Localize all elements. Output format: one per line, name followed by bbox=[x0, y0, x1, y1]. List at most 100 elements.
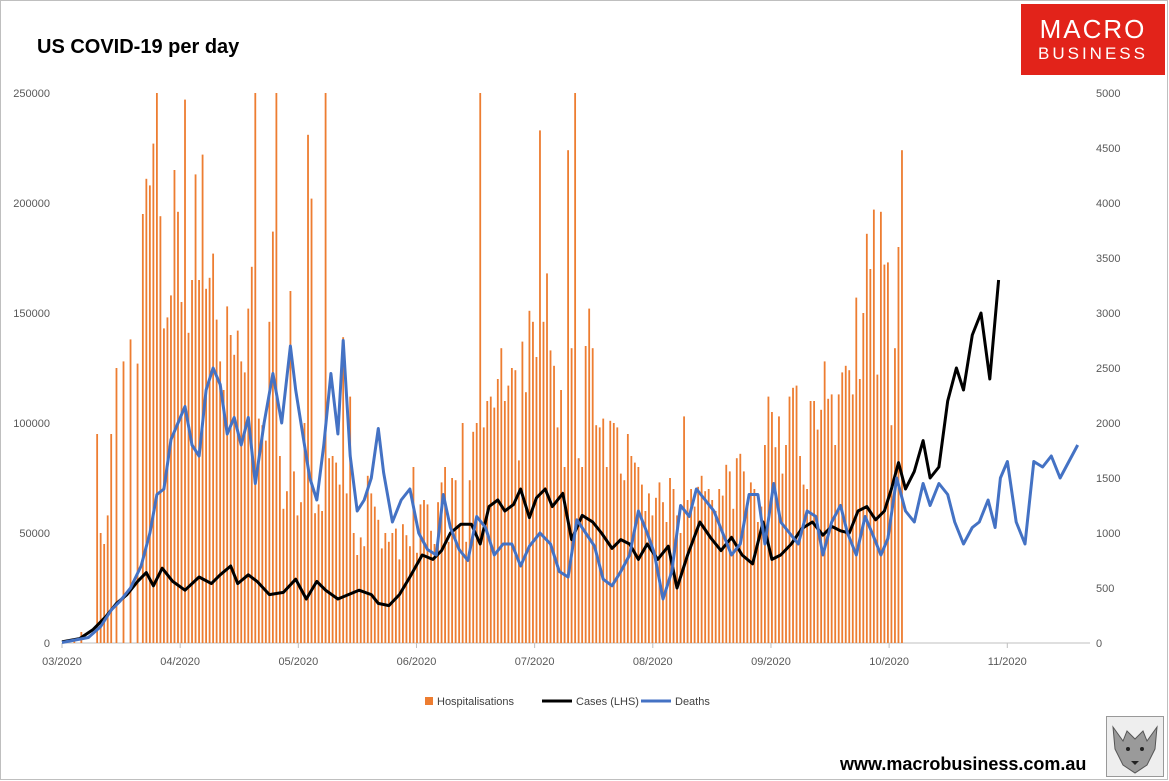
hospitalisation-bar bbox=[345, 493, 348, 643]
hospitalisation-bar bbox=[194, 174, 197, 643]
y-left-tick-label: 250000 bbox=[13, 88, 50, 100]
hospitalisation-bar bbox=[855, 297, 858, 643]
hospitalisation-bar bbox=[570, 348, 573, 643]
legend-label: Deaths bbox=[675, 696, 710, 708]
hospitalisation-bar bbox=[423, 500, 425, 643]
hospitalisation-bar bbox=[409, 546, 411, 643]
hospitalisation-bar bbox=[254, 93, 257, 643]
y-left-tick-label: 50000 bbox=[19, 528, 50, 540]
hospitalisation-bar bbox=[862, 313, 865, 643]
hospitalisation-bar bbox=[115, 368, 118, 643]
legend-swatch-hospitalisations bbox=[425, 697, 433, 705]
hospitalisation-bar bbox=[718, 489, 721, 643]
hospitalisation-bar bbox=[662, 502, 664, 643]
hospitalisation-bar bbox=[802, 484, 805, 643]
hospitalisation-bar bbox=[219, 361, 222, 643]
hospitalisation-bar bbox=[261, 425, 264, 643]
hospitalisation-bar bbox=[314, 513, 316, 643]
hospitalisation-bar bbox=[644, 511, 647, 643]
hospitalisation-bar bbox=[486, 401, 489, 643]
hospitalisation-bar bbox=[665, 522, 668, 643]
hospitalisation-bar bbox=[887, 262, 889, 643]
hospitalisation-bar bbox=[648, 493, 650, 643]
hospitalisation-bar bbox=[468, 480, 471, 643]
hospitalisation-bar bbox=[458, 526, 461, 643]
hospitalisation-bar bbox=[774, 447, 777, 643]
hospitalisation-bar bbox=[405, 535, 408, 643]
hospitalisation-bar bbox=[296, 515, 299, 643]
hospitalisation-bar bbox=[707, 489, 710, 643]
y-right-tick-label: 1500 bbox=[1096, 473, 1120, 485]
hospitalisation-bar bbox=[377, 519, 380, 643]
y-right-tick-label: 500 bbox=[1096, 583, 1114, 595]
hospitalisation-bar bbox=[901, 150, 903, 643]
hospitalisation-bar bbox=[556, 427, 559, 643]
y-right-tick-label: 4500 bbox=[1096, 143, 1120, 155]
hospitalisation-bar bbox=[173, 170, 176, 643]
logo-line-2: BUSINESS bbox=[1038, 44, 1148, 63]
y-left-tick-label: 200000 bbox=[13, 198, 50, 210]
hospitalisation-bar bbox=[834, 445, 837, 643]
hospitalisation-bar bbox=[226, 306, 229, 643]
hospitalisation-bar bbox=[546, 273, 548, 643]
hospitalisation-bar bbox=[180, 302, 183, 643]
hospitalisation-bar bbox=[609, 420, 612, 643]
y-left-tick-label: 150000 bbox=[13, 308, 50, 320]
hospitalisation-bar bbox=[542, 321, 545, 643]
hospitalisation-bar bbox=[187, 332, 190, 643]
hospitalisation-bar bbox=[658, 482, 661, 643]
website-url: www.macrobusiness.com.au bbox=[840, 754, 1087, 774]
hospitalisation-bar bbox=[412, 467, 415, 643]
hospitalisation-bar bbox=[651, 515, 654, 643]
hospitalisation-bar bbox=[264, 440, 267, 643]
hospitalisation-bar bbox=[338, 484, 341, 643]
hospitalisation-bar bbox=[806, 489, 808, 643]
hospitalisation-bar bbox=[626, 434, 629, 643]
hospitalisation-bar bbox=[781, 473, 784, 643]
hospitalisation-bar bbox=[328, 458, 331, 643]
hospitalisation-bar bbox=[440, 482, 443, 643]
y-right-tick-label: 3000 bbox=[1096, 308, 1120, 320]
hospitalisation-bar bbox=[563, 467, 566, 643]
hospitalisation-bar bbox=[753, 489, 756, 643]
hospitalisation-bar bbox=[380, 548, 383, 643]
hospitalisation-bar bbox=[890, 425, 893, 643]
hospitalisation-bar bbox=[771, 412, 773, 643]
hospitalisation-bar bbox=[212, 253, 215, 643]
hospitalisation-bar bbox=[166, 317, 169, 643]
hospitalisation-bar bbox=[739, 453, 742, 643]
hospitalisation-bar bbox=[177, 211, 179, 644]
x-tick-label: 10/2020 bbox=[869, 656, 909, 668]
hospitalisation-bar bbox=[416, 552, 418, 643]
y-right-tick-label: 5000 bbox=[1096, 88, 1120, 100]
hospitalisation-bar bbox=[507, 385, 510, 643]
y-right-tick-label: 3500 bbox=[1096, 253, 1120, 265]
hospitalisation-bar bbox=[623, 480, 626, 643]
hospitalisation-bar bbox=[577, 458, 580, 643]
hospitalisation-bar bbox=[387, 541, 390, 643]
hospitalisation-bar bbox=[103, 544, 106, 643]
hospitalisation-bar bbox=[549, 350, 552, 643]
hospitalisation-bar bbox=[721, 495, 724, 643]
x-tick-label: 06/2020 bbox=[397, 656, 437, 668]
hospitalisation-bar bbox=[184, 99, 186, 644]
x-tick-label: 08/2020 bbox=[633, 656, 673, 668]
hospitalisation-bar bbox=[373, 506, 376, 643]
hospitalisation-bar bbox=[785, 445, 787, 643]
hospitalisation-bar bbox=[363, 546, 366, 643]
y-right-tick-label: 4000 bbox=[1096, 198, 1120, 210]
hospitalisation-bar bbox=[679, 533, 682, 643]
hospitalisation-bar bbox=[567, 150, 569, 643]
hospitalisation-bar bbox=[208, 277, 211, 643]
hospitalisation-bar bbox=[110, 434, 113, 643]
hospitalisation-bar bbox=[598, 427, 601, 643]
hospitalisation-bar bbox=[584, 346, 587, 643]
hospitalisation-bar bbox=[640, 484, 643, 643]
hospitalisation-bar bbox=[479, 93, 482, 643]
hospitalisation-bar bbox=[728, 471, 731, 643]
hospitalisation-bar bbox=[289, 291, 292, 643]
hospitalisation-bar bbox=[778, 416, 780, 643]
hospitalisation-bar bbox=[152, 143, 155, 643]
hospitalisation-bar bbox=[236, 330, 239, 643]
hospitalisation-bar bbox=[879, 211, 882, 644]
